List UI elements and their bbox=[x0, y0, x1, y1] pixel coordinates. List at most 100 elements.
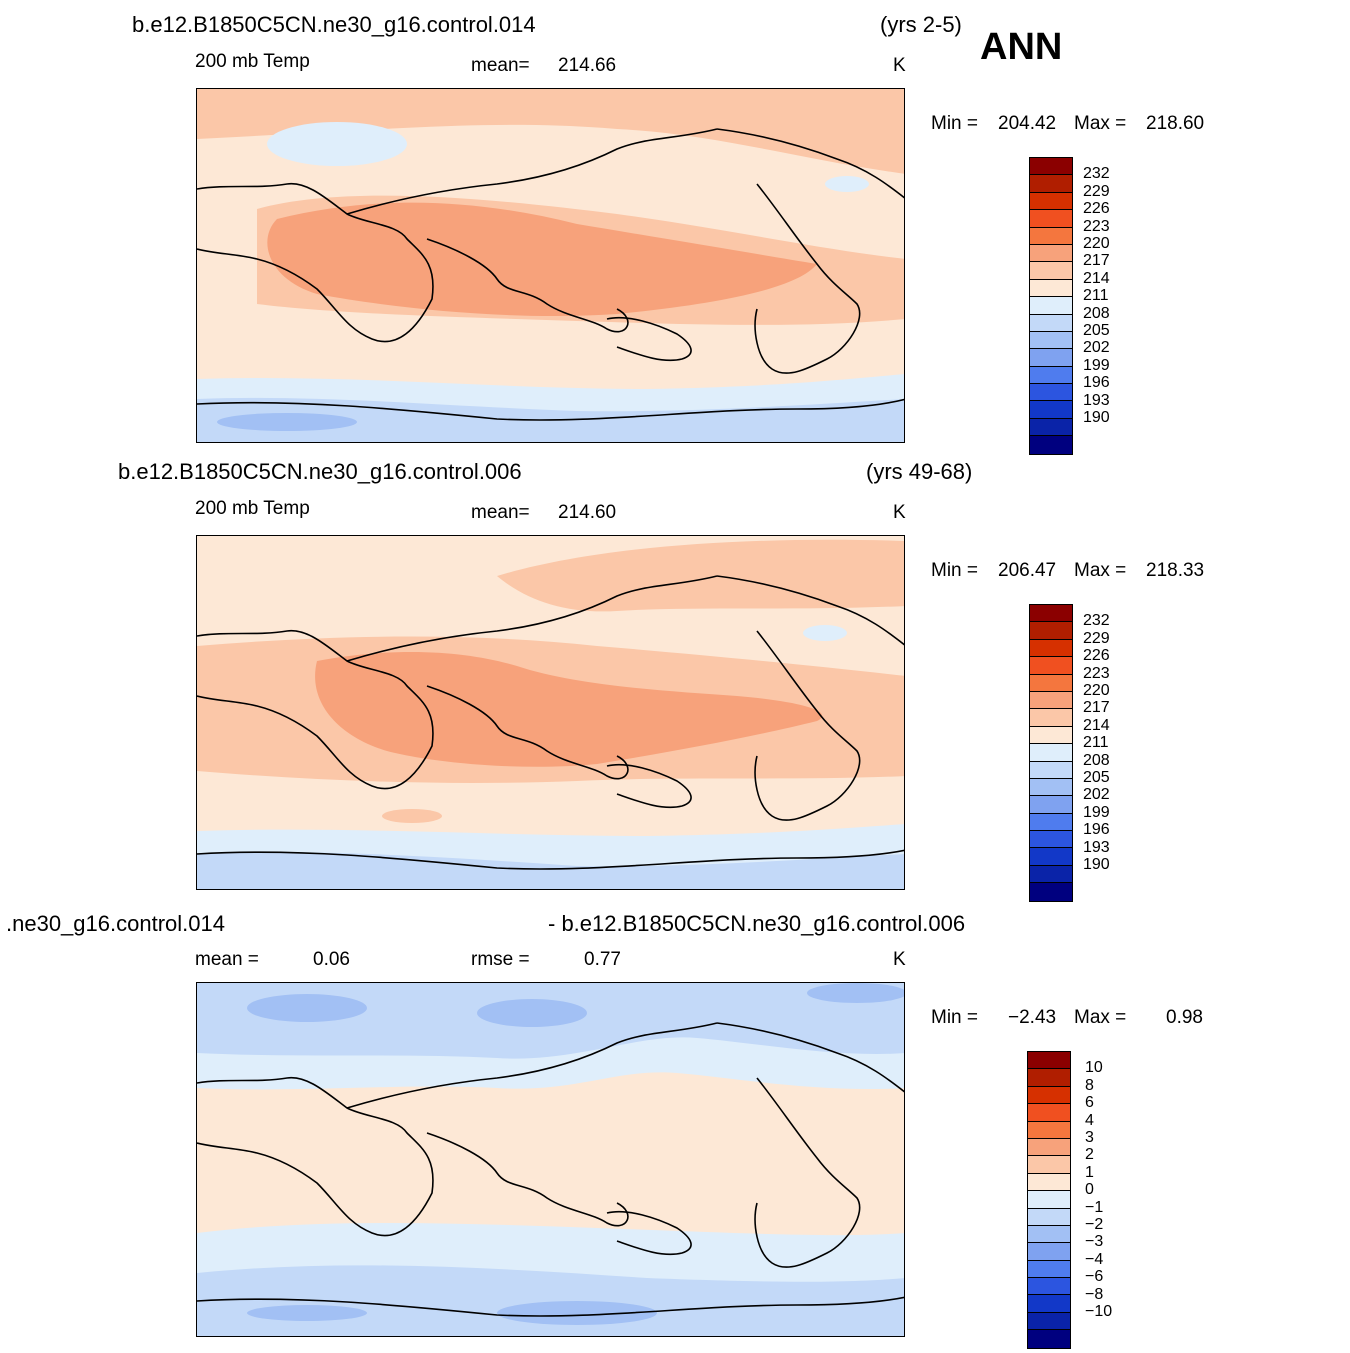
colorbar-swatch bbox=[1030, 314, 1072, 332]
colorbar-tick-label: 220 bbox=[1083, 682, 1110, 699]
panel2-coastlines bbox=[197, 575, 904, 870]
colorbar-tick-label: 8 bbox=[1085, 1076, 1094, 1094]
colorbar-tick-label: 208 bbox=[1083, 751, 1110, 769]
panel3-map bbox=[196, 982, 905, 1337]
colorbar-swatch bbox=[1030, 674, 1072, 692]
panel3-min-value: −2.43 bbox=[1008, 1007, 1057, 1028]
panel2-case-title: b.e12.B1850C5CN.ne30_g16.control.006 bbox=[118, 459, 522, 484]
panel3-max-value: 0.98 bbox=[1166, 1007, 1203, 1028]
panel1-field-205 bbox=[217, 413, 357, 431]
panel3-case-right: - b.e12.B1850C5CN.ne30_g16.control.006 bbox=[548, 911, 966, 936]
colorbar-swatch bbox=[1030, 366, 1072, 385]
colorbar-swatch bbox=[1028, 1330, 1070, 1348]
colorbar-tick-label: 193 bbox=[1083, 391, 1110, 409]
colorbar-tick-label: 196 bbox=[1083, 374, 1110, 392]
panel3-coastlines bbox=[197, 1022, 904, 1317]
panel1-variable: 200 mb Temp bbox=[195, 51, 310, 72]
panel2-min-label: Min = bbox=[931, 560, 978, 581]
panel2-max-label: Max = bbox=[1074, 560, 1127, 581]
colorbar-swatch bbox=[1030, 384, 1072, 402]
colorbar-swatch bbox=[1028, 1208, 1070, 1226]
panel3-mean-label: mean = bbox=[195, 949, 259, 970]
panel2-field-217 bbox=[315, 651, 823, 767]
panel3-case-left: .ne30_g16.control.014 bbox=[6, 911, 225, 936]
colorbar-swatch bbox=[1030, 848, 1072, 866]
panel3-colorbar bbox=[1027, 1051, 1071, 1349]
colorbar-tick-label: 190 bbox=[1083, 409, 1110, 426]
panel3-rmse-label: rmse = bbox=[471, 949, 530, 970]
colorbar-swatch bbox=[1028, 1191, 1070, 1209]
colorbar-swatch bbox=[1030, 883, 1072, 901]
colorbar-swatch bbox=[1030, 605, 1072, 623]
colorbar-swatch bbox=[1030, 349, 1072, 367]
panel1-max-value: 218.60 bbox=[1146, 113, 1205, 134]
colorbar-tick-label: 214 bbox=[1083, 716, 1110, 734]
panel1-min-label: Min = bbox=[931, 113, 978, 134]
colorbar-tick-label: 229 bbox=[1083, 629, 1110, 647]
colorbar-tick-label: 208 bbox=[1083, 304, 1110, 322]
panel2-field-so-warm bbox=[382, 809, 442, 823]
colorbar-swatch bbox=[1028, 1173, 1070, 1192]
panel2-max-value: 218.33 bbox=[1146, 560, 1205, 581]
panel2-field-pac-low bbox=[597, 624, 657, 648]
colorbar-swatch bbox=[1030, 158, 1072, 176]
panel3-field-neg3c bbox=[807, 983, 904, 1003]
colorbar-swatch bbox=[1030, 192, 1072, 211]
colorbar-tick-label: 223 bbox=[1083, 217, 1110, 235]
colorbar-swatch bbox=[1028, 1104, 1070, 1122]
colorbar-tick-label: 202 bbox=[1083, 339, 1110, 357]
colorbar-tick-label: 193 bbox=[1083, 838, 1110, 856]
colorbar-tick-label: −4 bbox=[1085, 1250, 1104, 1268]
colorbar-tick-label: 0 bbox=[1085, 1181, 1094, 1199]
colorbar-tick-label: 3 bbox=[1085, 1129, 1094, 1146]
panel1-field-atl-low bbox=[825, 176, 869, 192]
colorbar-tick-label: −3 bbox=[1085, 1233, 1104, 1251]
colorbar-swatch bbox=[1028, 1138, 1070, 1157]
colorbar-tick-label: 223 bbox=[1083, 664, 1110, 682]
colorbar-tick-label: 199 bbox=[1083, 356, 1110, 374]
panel1-mean-value: 214.66 bbox=[558, 55, 617, 76]
colorbar-swatch bbox=[1030, 331, 1072, 350]
panel2-colorbar bbox=[1029, 604, 1073, 902]
colorbar-tick-label: −10 bbox=[1085, 1303, 1113, 1320]
colorbar-swatch bbox=[1030, 831, 1072, 849]
panel3-field-neg3a bbox=[247, 994, 367, 1022]
colorbar-swatch bbox=[1028, 1086, 1070, 1105]
colorbar-swatch bbox=[1030, 175, 1072, 193]
colorbar-swatch bbox=[1030, 657, 1072, 675]
colorbar-swatch bbox=[1028, 1052, 1070, 1070]
colorbar-tick-label: −1 bbox=[1085, 1198, 1104, 1216]
panel2-map bbox=[196, 535, 905, 890]
panel1-field-214 bbox=[197, 89, 904, 174]
colorbar-swatch bbox=[1028, 1295, 1070, 1313]
panel2-years: (yrs 49-68) bbox=[866, 459, 973, 484]
panel2-field-208 bbox=[197, 852, 904, 889]
panel1-max-label: Max = bbox=[1074, 113, 1127, 134]
colorbar-tick-label: 226 bbox=[1083, 647, 1110, 665]
colorbar-tick-label: 229 bbox=[1083, 182, 1110, 200]
colorbar-tick-label: −8 bbox=[1085, 1285, 1104, 1303]
panel1-colorbar bbox=[1029, 157, 1073, 455]
colorbar-tick-label: 4 bbox=[1085, 1111, 1094, 1129]
panel3-field-neg3b bbox=[477, 999, 587, 1027]
colorbar-swatch bbox=[1028, 1069, 1070, 1087]
colorbar-swatch bbox=[1028, 1312, 1070, 1331]
colorbar-swatch bbox=[1030, 297, 1072, 315]
panel2-units: K bbox=[893, 502, 906, 523]
panel1-units: K bbox=[893, 55, 906, 76]
panel1-field-217 bbox=[267, 202, 817, 317]
colorbar-swatch bbox=[1030, 691, 1072, 710]
season-label: ANN bbox=[980, 26, 1063, 68]
colorbar-tick-label: 226 bbox=[1083, 200, 1110, 218]
panel3-rmse-value: 0.77 bbox=[584, 949, 621, 970]
colorbar-swatch bbox=[1030, 279, 1072, 298]
colorbar-tick-label: 199 bbox=[1083, 803, 1110, 821]
panel3-max-label: Max = bbox=[1074, 1007, 1127, 1028]
colorbar-swatch bbox=[1030, 726, 1072, 745]
panel3-field-neg3-south-a bbox=[247, 1305, 367, 1321]
colorbar-tick-label: 214 bbox=[1083, 269, 1110, 287]
colorbar-tick-label: 196 bbox=[1083, 821, 1110, 839]
colorbar-swatch bbox=[1028, 1278, 1070, 1296]
colorbar-swatch bbox=[1030, 778, 1072, 797]
panel1-min-value: 204.42 bbox=[998, 113, 1057, 134]
